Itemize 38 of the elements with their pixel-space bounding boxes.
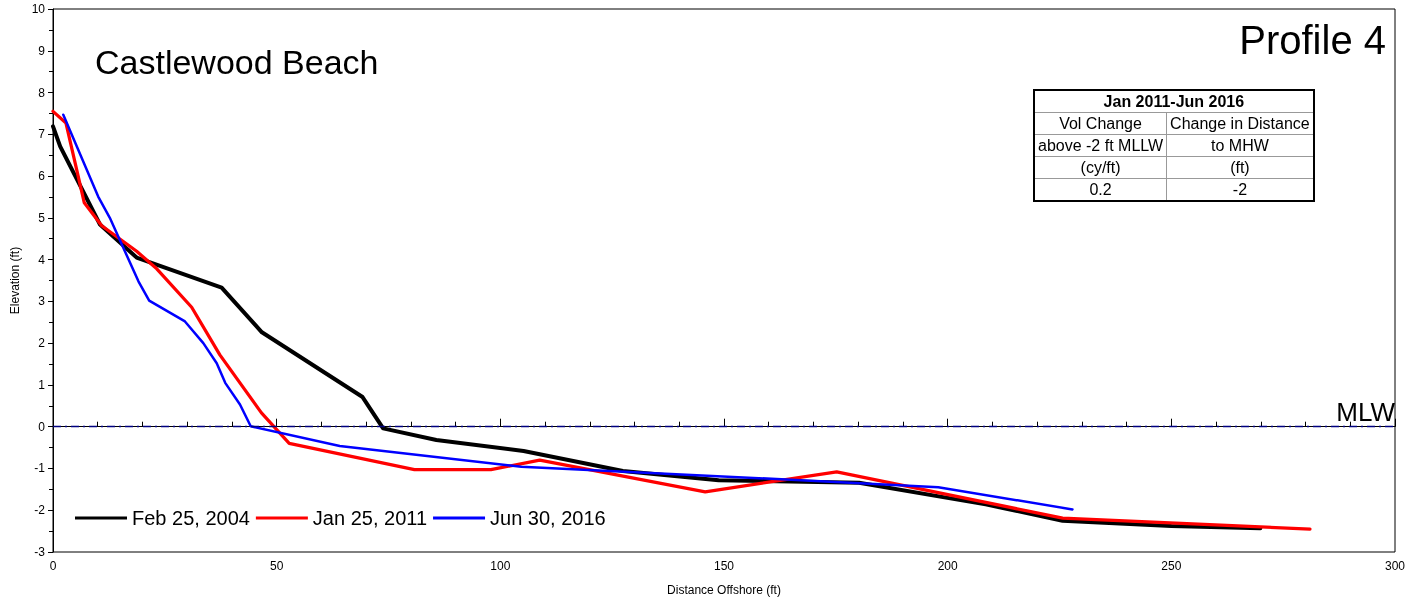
x-tick-label: 100 — [490, 559, 511, 573]
legend-label: Feb 25, 2004 — [132, 507, 250, 529]
ref-line-label: MLW — [1336, 396, 1396, 427]
y-axis-title: Elevation (ft) — [7, 246, 22, 315]
y-tick-label: 8 — [38, 85, 46, 100]
annotation: 0.2 — [1034, 178, 1167, 201]
y-tick-label: 9 — [38, 43, 46, 58]
x-tick-label: 200 — [937, 559, 958, 573]
legend-label: Jun 30, 2016 — [490, 507, 606, 529]
y-tick-label: 6 — [38, 169, 46, 184]
y-tick-label: 2 — [38, 336, 46, 351]
annotation: Profile 4 — [1239, 18, 1387, 62]
annotation: (ft) — [1166, 156, 1314, 179]
x-tick-label: 50 — [269, 559, 284, 573]
y-tick-label: 3 — [38, 294, 46, 309]
x-tick-label: 0 — [49, 559, 57, 573]
annotation: Vol Change — [1034, 112, 1167, 135]
y-tick-label: -3 — [34, 545, 46, 559]
annotation: Jan 2011-Jun 2016 — [1034, 90, 1314, 113]
y-tick-label: 1 — [38, 377, 46, 392]
annotation: (cy/ft) — [1034, 156, 1167, 179]
y-tick-label: -2 — [34, 503, 46, 518]
legend-label: Jan 25, 2011 — [312, 507, 428, 529]
annotation: Change in Distance — [1166, 112, 1314, 135]
x-tick-label: 250 — [1161, 559, 1182, 573]
annotation: to MHW — [1166, 134, 1314, 157]
annotation: -2 — [1166, 178, 1314, 201]
x-axis-title: Distance Offshore (ft) — [667, 583, 781, 597]
y-tick-label: 7 — [38, 127, 46, 142]
y-tick-label: 10 — [31, 2, 46, 16]
y-tick-label: 4 — [38, 252, 46, 267]
text: Castlewood Beach — [95, 43, 379, 81]
x-tick-label: 150 — [713, 559, 735, 573]
annotation: above -2 ft MLLW — [1034, 134, 1167, 157]
y-tick-label: 0 — [38, 419, 46, 434]
y-tick-label: -1 — [34, 461, 46, 476]
x-tick-label: 300 — [1384, 559, 1406, 573]
y-tick-label: 5 — [38, 210, 46, 225]
